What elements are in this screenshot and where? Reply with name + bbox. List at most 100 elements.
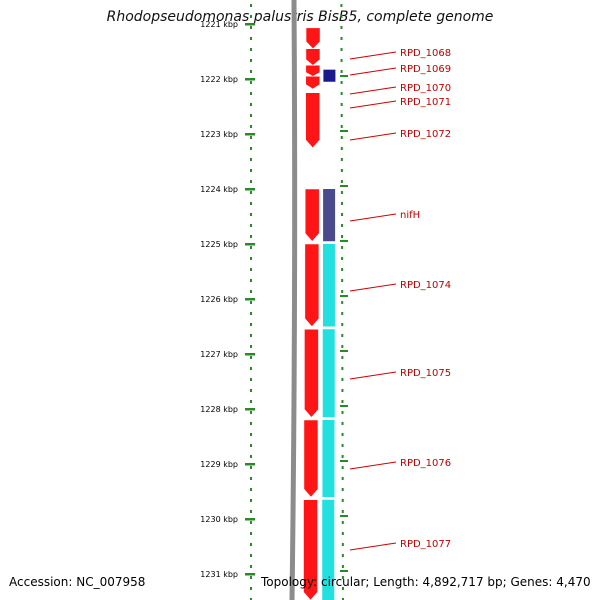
cds-arrow (304, 329, 319, 418)
cds-track (303, 27, 321, 600)
ruler-dot (341, 587, 344, 590)
ruler-dot (341, 268, 344, 271)
ruler-dot (250, 246, 252, 249)
ruler-dot (340, 37, 343, 40)
ruler-dot (250, 565, 252, 568)
ruler-dot (340, 103, 343, 106)
feature-block (322, 329, 335, 418)
ruler-dot (340, 147, 343, 150)
feature-block (323, 189, 336, 242)
ruler-dot (341, 235, 344, 238)
kbp-ruler: 1221 kbp 1222 kbp 1223 kbp 1224 kbp 1225 kbp… (200, 4, 255, 600)
ruler-dot (250, 587, 252, 590)
ruler-dot (250, 158, 252, 161)
feature-block (322, 420, 335, 497)
ruler-dot (341, 290, 344, 293)
ruler-dot (341, 367, 344, 370)
cds-arrow (304, 188, 320, 242)
ruler-tick-label: 1229 kbp (200, 460, 238, 469)
ruler-dot (250, 521, 252, 524)
map-title: Rhodopseudomonas palustris BisB5, comple… (106, 9, 494, 25)
gene-label-leader (349, 283, 397, 292)
ruler-tick-label: 1223 kbp (200, 130, 238, 139)
ruler-dot (250, 290, 252, 293)
ruler-dot (341, 532, 344, 535)
ruler-dot (250, 37, 252, 40)
ruler-tick (245, 408, 255, 411)
ruler-tick (245, 353, 255, 356)
ruler-tick-label: 1222 kbp (200, 75, 238, 84)
ruler-dot (250, 334, 252, 337)
ruler-dot (340, 114, 343, 117)
ruler-dot (250, 433, 252, 436)
ruler-tick (340, 460, 348, 462)
gene-label: RPD_1077 (400, 539, 451, 550)
ruler-tick (245, 518, 255, 521)
ruler-tick-label: 1230 kbp (200, 515, 238, 524)
ruler-dot (250, 356, 252, 359)
ruler-dot (341, 246, 344, 249)
ruler-tick (340, 75, 348, 77)
ruler-tick (245, 243, 255, 246)
ruler-dot (250, 455, 252, 458)
gene-label-leader (349, 542, 397, 551)
genome-backbone (289, 0, 298, 600)
ruler-dot (341, 378, 344, 381)
cds-arrow (305, 27, 321, 50)
ruler-dot (250, 70, 252, 73)
feature-block (323, 69, 336, 82)
ruler-dot (341, 433, 344, 436)
ruler-dot (250, 510, 252, 513)
ruler-dot (340, 169, 343, 172)
ruler-dot (341, 554, 344, 557)
ruler-tick (245, 298, 255, 301)
ruler-dot (250, 301, 252, 304)
ruler-tick-label: 1221 kbp (200, 20, 238, 29)
cds-arrow (305, 48, 321, 66)
ruler-tick (245, 23, 255, 26)
ruler-dot (341, 598, 344, 600)
gene-label-leader (349, 67, 397, 76)
ruler-tick-label: 1226 kbp (200, 295, 238, 304)
ruler-dot (340, 81, 343, 84)
ruler-dot (250, 576, 252, 579)
gene-label-leader (349, 86, 397, 95)
ruler-dot (341, 257, 344, 260)
ruler-dot (340, 191, 343, 194)
ruler-dot (340, 213, 343, 216)
ruler-tick (245, 78, 255, 81)
ruler-dot (341, 510, 344, 513)
ruler-dot (250, 400, 252, 403)
ruler-dot (341, 389, 344, 392)
ruler-tick-label: 1224 kbp (200, 185, 238, 194)
ruler-tick (245, 133, 255, 136)
ruler-dot (341, 356, 344, 359)
ruler-dot (250, 26, 252, 29)
ruler-dot (250, 488, 252, 491)
ruler-tick (340, 515, 348, 517)
ruler-tick (245, 463, 255, 466)
ruler-dot (341, 499, 344, 502)
ruler-dot (250, 224, 252, 227)
gene-label: RPD_1075 (400, 368, 451, 379)
ruler-dot (250, 422, 252, 425)
ruler-dot (250, 312, 252, 315)
gene-label: RPD_1071 (400, 97, 451, 108)
ruler-dot (250, 257, 252, 260)
ruler-dot (250, 125, 252, 128)
cds-arrow (305, 65, 321, 77)
gene-label-leader (349, 213, 397, 222)
ruler-dot (340, 15, 343, 18)
gene-label: RPD_1076 (400, 458, 451, 469)
ruler-dot (250, 202, 252, 205)
ruler-dot (250, 554, 252, 557)
ruler-dot (250, 169, 252, 172)
ruler-tick (340, 405, 348, 407)
ruler-dot (250, 466, 252, 469)
ruler-dot (250, 477, 252, 480)
ruler-dot (250, 268, 252, 271)
gene-label: RPD_1068 (400, 48, 451, 59)
ruler-dot (250, 81, 252, 84)
